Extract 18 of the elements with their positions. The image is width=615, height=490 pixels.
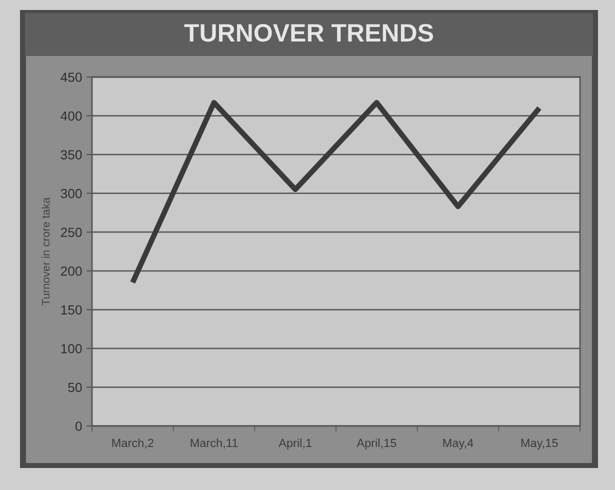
x-tick-label: May,4: [443, 438, 474, 450]
y-tick-label: 200: [60, 266, 82, 276]
y-axis-title: Turnover in crore taka: [42, 197, 50, 306]
x-tick-label: April,15: [356, 438, 396, 450]
y-tick-label: 400: [60, 111, 82, 121]
y-tick-label: 50: [68, 382, 82, 392]
chart-title: TURNOVER TRENDS: [184, 24, 434, 42]
x-tick-label: March,11: [190, 438, 238, 449]
y-tick-label: 150: [61, 305, 82, 315]
x-tick-label: May,15: [521, 438, 558, 450]
y-tick-label: 300: [60, 188, 82, 198]
y-tick-label: 450: [60, 72, 82, 82]
y-tick-label: 100: [61, 344, 82, 354]
x-tick-label: April,1: [278, 438, 312, 450]
y-tick-label: 0: [75, 422, 82, 431]
x-tick-label: March,2: [112, 438, 154, 449]
y-tick-label: 350: [60, 150, 82, 160]
y-tick-label: 250: [60, 228, 82, 238]
